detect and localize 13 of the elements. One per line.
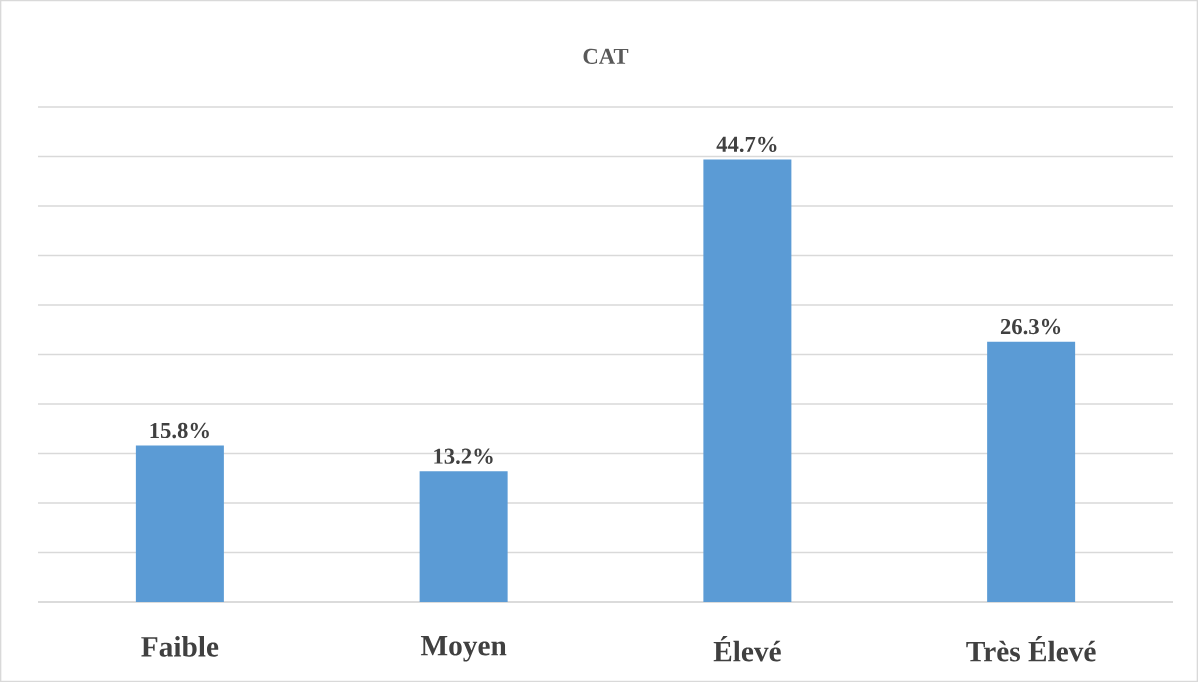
data-label: 15.8% [150, 422, 209, 439]
bar [419, 471, 508, 602]
x-tick-label: Très Élevé [966, 636, 1096, 662]
bar [703, 159, 792, 602]
data-label: 44.7% [716, 136, 777, 153]
chart-title: CAT [583, 48, 629, 64]
data-label: 26.3% [1000, 318, 1061, 335]
bar [135, 445, 224, 602]
x-tick-label: Faible [141, 636, 219, 657]
x-tick-label: Élevé [713, 636, 781, 662]
bar [987, 341, 1076, 602]
x-tick-label: Moyen [420, 636, 507, 662]
data-label: 13.2% [434, 448, 493, 464]
